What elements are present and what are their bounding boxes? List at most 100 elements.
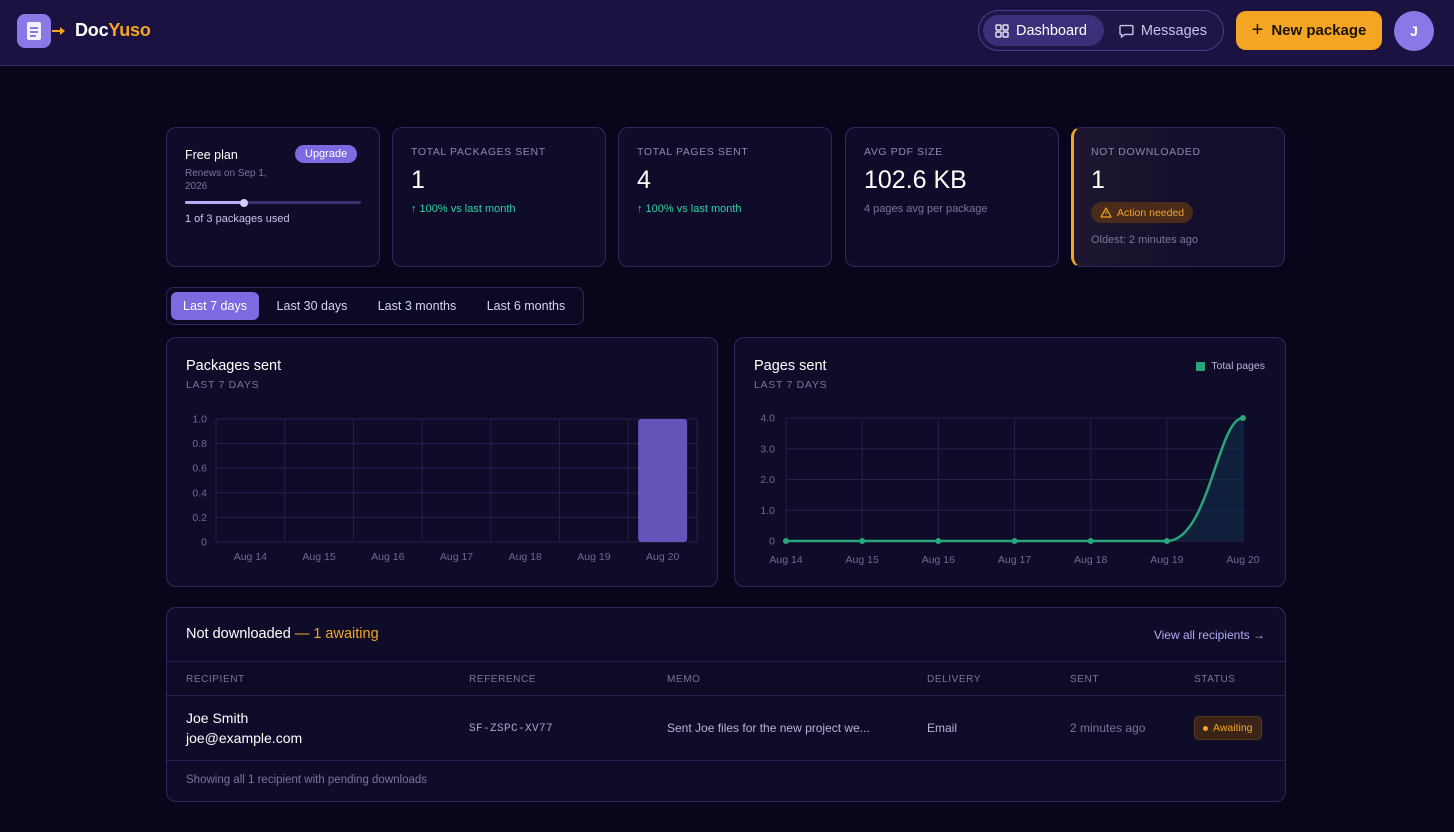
new-package-label: New package xyxy=(1271,22,1367,39)
stat-value: 1 xyxy=(1091,166,1105,194)
chart-legend: Total pages xyxy=(1196,360,1265,372)
sent-time: 2 minutes ago xyxy=(1070,721,1146,735)
plus-icon: + xyxy=(1251,18,1264,41)
plan-usage-knob xyxy=(239,198,248,207)
table-row[interactable]: Joe Smith joe@example.com SF-ZSPC-XV77 S… xyxy=(167,696,1285,761)
not-downloaded-table: Not downloaded — 1 awaiting View all reci… xyxy=(166,607,1286,802)
nav-dashboard[interactable]: Dashboard xyxy=(983,15,1104,46)
column-header-reference[interactable]: REFERENCE xyxy=(469,674,537,685)
y-tick-label: 0 xyxy=(769,536,775,548)
column-header-status[interactable]: STATUS xyxy=(1194,674,1236,685)
logo[interactable] xyxy=(17,14,65,48)
x-tick-label: Aug 19 xyxy=(1150,554,1183,566)
main-nav: Dashboard Messages xyxy=(978,10,1224,51)
awaiting-count: — 1 awaiting xyxy=(294,626,379,642)
stat-value: 4 xyxy=(637,166,651,194)
avatar[interactable]: J xyxy=(1394,11,1434,51)
status-label: Awaiting xyxy=(1213,722,1253,734)
stat-card-avg-size: AVG PDF SIZE 102.6 KB 4 pages avg per pa… xyxy=(845,127,1059,267)
stat-value: 102.6 KB xyxy=(864,166,967,194)
y-tick-label: 4.0 xyxy=(760,413,775,425)
stat-label: AVG PDF SIZE xyxy=(864,146,943,158)
oldest-time: Oldest: 2 minutes ago xyxy=(1091,234,1199,246)
y-tick-label: 2.0 xyxy=(760,474,775,486)
x-tick-label: Aug 16 xyxy=(371,551,404,563)
nav-dashboard-label: Dashboard xyxy=(1016,22,1087,39)
data-point xyxy=(1163,538,1170,544)
legend-swatch xyxy=(1196,361,1206,371)
data-point xyxy=(1011,538,1018,544)
data-point xyxy=(935,538,942,544)
chart-subtitle: LAST 7 DAYS xyxy=(186,379,260,391)
action-needed-label: Action needed xyxy=(1117,206,1185,219)
new-package-button[interactable]: + New package xyxy=(1236,11,1382,50)
data-point xyxy=(859,538,866,544)
bar xyxy=(638,419,688,542)
arrow-right-icon xyxy=(52,27,65,35)
range-tab-30-days[interactable]: Last 30 days xyxy=(276,299,348,313)
pages-chart-card: Pages sent LAST 7 DAYS Total pages 0 1.0 2… xyxy=(734,337,1286,587)
packages-chart-card: Packages sent LAST 7 DAYS 0 0.2 0.4 0.6 0.8 1… xyxy=(166,337,718,587)
nav-messages[interactable]: Messages xyxy=(1107,15,1219,46)
date-range-tabs: Last 7 days Last 30 days Last 3 months L… xyxy=(166,287,584,325)
warning-icon xyxy=(1100,207,1112,218)
table-footer: Showing all 1 recipient with pending dow… xyxy=(186,774,428,786)
stat-card-not-downloaded[interactable]: NOT DOWNLOADED 1 Action needed Oldest: 2… xyxy=(1071,127,1285,267)
stat-trend: ↑ 100% vs last month xyxy=(411,203,516,215)
x-tick-label: Aug 15 xyxy=(846,554,879,566)
table-title: Not downloaded — 1 awaiting xyxy=(186,626,379,642)
legend-label: Total pages xyxy=(1211,360,1265,372)
y-tick-label: 0 xyxy=(201,537,207,549)
stat-value: 1 xyxy=(411,166,425,194)
status-badge: Awaiting xyxy=(1194,716,1262,740)
data-point xyxy=(1087,538,1094,544)
brand-name[interactable]: DocYuso xyxy=(75,20,151,40)
y-tick-label: 0.8 xyxy=(192,438,207,450)
x-tick-label: Aug 20 xyxy=(1226,554,1259,566)
y-tick-label: 1.0 xyxy=(760,505,775,517)
plan-name: Free plan xyxy=(185,148,238,162)
stat-card-packages: TOTAL PACKAGES SENT 1 ↑ 100% vs last mon… xyxy=(392,127,606,267)
x-tick-label: Aug 19 xyxy=(577,551,610,563)
chart-subtitle: LAST 7 DAYS xyxy=(754,379,828,391)
upgrade-button[interactable]: Upgrade xyxy=(295,145,358,163)
view-all-recipients-link[interactable]: View all recipients → xyxy=(1153,628,1265,642)
column-header-delivery[interactable]: DELIVERY xyxy=(927,674,982,685)
stat-label: NOT DOWNLOADED xyxy=(1091,146,1201,158)
x-tick-label: Aug 14 xyxy=(234,551,267,563)
column-header-sent[interactable]: SENT xyxy=(1070,674,1100,685)
y-tick-label: 0.4 xyxy=(192,487,207,499)
range-tab-6-months[interactable]: Last 6 months xyxy=(486,299,566,313)
table-header: RECIPIENT REFERENCE MEMO DELIVERY SENT S… xyxy=(167,661,1285,696)
x-tick-label: Aug 16 xyxy=(922,554,955,566)
packages-bar-chart: 0 0.2 0.4 0.6 0.8 1.0 Aug 14 Aug 15 Aug 16 Aug 17… xyxy=(192,414,698,563)
document-icon xyxy=(27,22,41,40)
range-tab-7-days[interactable]: Last 7 days xyxy=(171,292,259,320)
top-bar: DocYuso Dashboard Messages + New package… xyxy=(0,0,1454,66)
action-needed-badge: Action needed xyxy=(1091,202,1194,223)
nav-messages-label: Messages xyxy=(1140,22,1207,39)
plan-renewal-date: Renews on Sep 1, 2026 xyxy=(185,168,267,192)
x-tick-label: Aug 14 xyxy=(769,554,802,566)
stat-trend: ↑ 100% vs last month xyxy=(637,203,742,215)
pages-line-chart: 0 1.0 2.0 3.0 4.0 Aug 14 Aug 15 Aug 16 Aug 17 Aug… xyxy=(760,413,1259,567)
column-header-memo[interactable]: MEMO xyxy=(667,674,701,685)
x-tick-label: Aug 17 xyxy=(998,554,1031,566)
reference-code: SF-ZSPC-XV77 xyxy=(469,723,554,735)
x-tick-label: Aug 15 xyxy=(302,551,335,563)
chart-title: Pages sent xyxy=(754,358,827,374)
message-icon xyxy=(1119,24,1134,38)
stat-label: TOTAL PAGES SENT xyxy=(637,146,749,158)
recipient-email: joe@example.com xyxy=(186,730,303,746)
y-tick-label: 3.0 xyxy=(760,443,775,455)
y-tick-label: 0.2 xyxy=(192,512,207,524)
column-header-recipient[interactable]: RECIPIENT xyxy=(186,674,245,685)
range-tab-3-months[interactable]: Last 3 months xyxy=(377,299,457,313)
data-point xyxy=(783,538,789,544)
plan-usage-fill xyxy=(185,201,244,204)
plan-usage-bar xyxy=(185,198,361,207)
plan-usage-text: 1 of 3 packages used xyxy=(185,213,290,225)
y-tick-label: 1.0 xyxy=(192,414,207,426)
y-tick-label: 0.6 xyxy=(192,463,207,475)
stat-note: 4 pages avg per package xyxy=(864,203,988,215)
